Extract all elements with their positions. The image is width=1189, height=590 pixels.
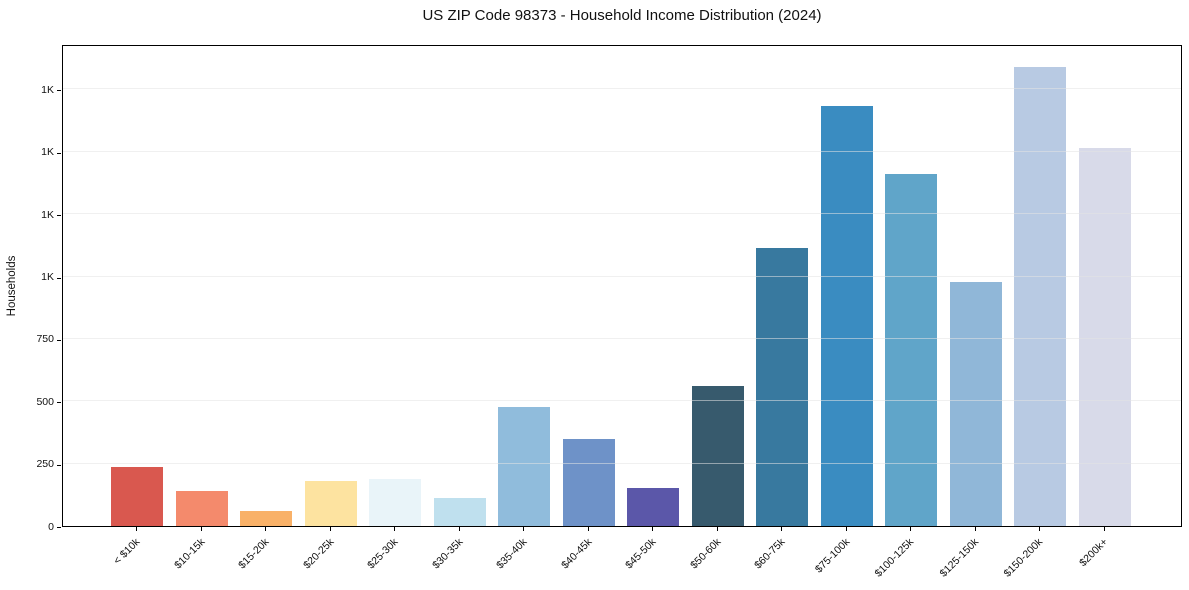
bar-$10-15k (175, 490, 228, 526)
x-tick-mark (781, 527, 782, 531)
y-axis-title: Households (6, 255, 18, 317)
x-tick-mark (587, 527, 589, 531)
x-tick-mark (716, 527, 718, 531)
x-tick-label: $10-15k (171, 536, 207, 572)
y-tick-label: 750 (36, 333, 54, 346)
x-tick-label: $30-35k (429, 536, 465, 572)
x-tick-mark (200, 527, 202, 531)
bar-$30-35k (433, 497, 486, 526)
x-tick-mark (910, 527, 911, 531)
bar-$125-150k (949, 281, 1002, 526)
x-tick-label: $75-100k (812, 536, 852, 576)
x-tick-label: $50-60k (687, 536, 723, 572)
x-tick-label: $45-50k (623, 536, 659, 572)
bars-layer (63, 46, 1181, 526)
y-tick-mark (57, 152, 61, 154)
x-tick-label: $100-125k (872, 536, 917, 580)
y-tick-mark (57, 527, 61, 528)
x-tick-mark (652, 527, 653, 531)
x-tick-mark (845, 527, 847, 531)
bar-$25-30k (369, 479, 421, 526)
x-tick-label: $125-150k (937, 536, 981, 580)
x-tick-label: $35-40k (494, 536, 530, 572)
y-tick-label: 1K (41, 271, 54, 284)
bar-$20-25k (304, 480, 357, 526)
x-tick-label: $60-75k (752, 536, 788, 572)
x-tick-label: $20-25k (300, 536, 336, 572)
y-tick-label: 500 (36, 395, 54, 408)
y-tick-label: 250 (36, 458, 54, 471)
x-tick-label: $150-200k (1001, 536, 1046, 580)
y-tick-mark (57, 339, 61, 341)
bar-$40-45k (562, 438, 615, 526)
y-tick-mark (57, 215, 61, 217)
x-tick-label: $15-20k (236, 536, 272, 572)
x-tick-mark (265, 527, 266, 531)
y-tick-mark (57, 464, 61, 466)
y-tick-label: 0 (48, 520, 54, 533)
x-tick-label: < $10k (111, 536, 143, 567)
x-tick-mark (394, 527, 395, 531)
x-tick-mark (1039, 527, 1040, 531)
chart-title: US ZIP Code 98373 - Household Income Dis… (422, 7, 822, 24)
y-tick-mark (57, 402, 61, 404)
y-tick-mark (57, 90, 61, 92)
y-tick-label: 1K (41, 146, 54, 159)
x-tick-label: $200k+ (1076, 536, 1110, 570)
bar-$50-60k (691, 385, 744, 526)
x-tick-mark (136, 527, 137, 531)
bar-$75-100k (820, 106, 873, 526)
x-tick-mark (329, 527, 331, 531)
bar-< $10k (111, 467, 163, 526)
bar-$45-50k (627, 487, 679, 526)
bar-$100-125k (885, 173, 937, 526)
bar-$60-75k (756, 248, 808, 526)
bar-$35-40k (498, 406, 550, 526)
x-tick-mark (523, 527, 524, 531)
x-tick-label: $40-45k (558, 536, 594, 572)
plot-area (62, 45, 1182, 527)
y-tick-label: 1K (41, 208, 54, 221)
bar-$200k+ (1078, 148, 1131, 526)
bar-$150-200k (1014, 66, 1066, 526)
y-tick-mark (57, 277, 61, 279)
x-tick-mark (1103, 527, 1105, 531)
x-tick-label: $25-30k (365, 536, 401, 572)
y-tick-label: 1K (41, 83, 54, 96)
bar-$15-20k (240, 510, 292, 526)
x-tick-mark (458, 527, 460, 531)
x-tick-mark (974, 527, 976, 531)
